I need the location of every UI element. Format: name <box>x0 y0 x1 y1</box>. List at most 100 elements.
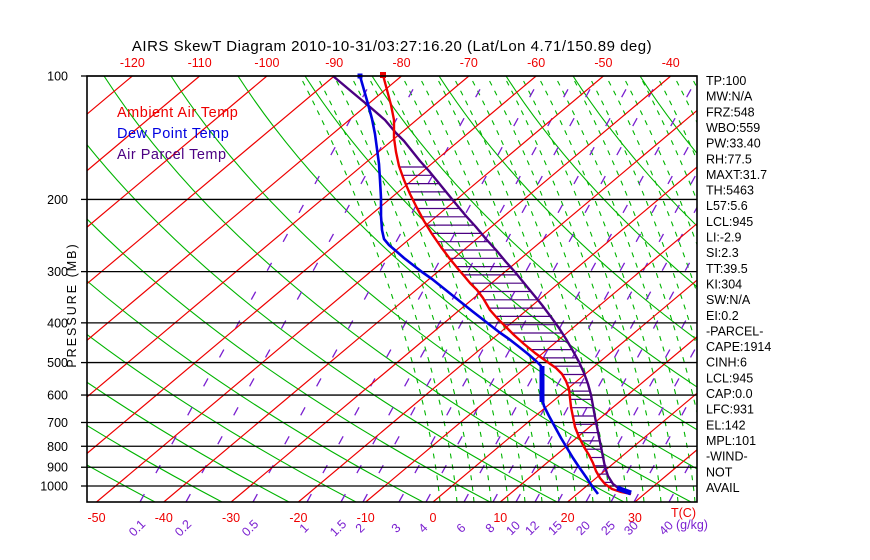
pressure-tick-label: 600 <box>47 389 68 403</box>
moist-adiabat-line <box>333 76 475 502</box>
moist-adiabat-line <box>605 76 697 295</box>
moist-adiabat-line <box>435 76 577 502</box>
isotherm-line <box>87 76 537 455</box>
bottom-temp-label: 30 <box>628 511 642 525</box>
pressure-tick-label: 400 <box>47 316 68 330</box>
moist-adiabat-line <box>367 76 509 502</box>
isotherm-line <box>499 335 697 502</box>
moist-adiabat-line <box>656 76 697 162</box>
isotherm-line <box>163 76 672 502</box>
mixing-ratio-line <box>252 76 488 502</box>
bottom-temp-label: 20 <box>561 511 575 525</box>
top-temp-label: -40 <box>662 56 680 70</box>
moist-adiabat-line <box>452 76 594 502</box>
chart-title: AIRS SkewT Diagram 2010-10-31/03:27:16.2… <box>132 38 652 55</box>
mixing-ratio-label: 0.2 <box>172 517 194 539</box>
pressure-tick-label: 900 <box>47 461 68 475</box>
stat-value-maxt: MAXT:31.7 <box>706 168 767 182</box>
stat-value-frz: FRZ:548 <box>706 105 755 119</box>
isotherm-line <box>87 76 402 342</box>
top-temp-label: -80 <box>393 56 411 70</box>
moist-adiabat-line <box>639 76 697 202</box>
surface-dewpoint-segment <box>616 485 632 496</box>
cape-hatching <box>400 166 611 483</box>
isotherm-line <box>87 76 268 228</box>
top-temp-label: -120 <box>120 56 145 70</box>
plot-frame <box>86 75 698 503</box>
pressure-axis-label: PRESSURE (MB) <box>65 242 79 367</box>
moist-adiabat-line <box>520 76 662 502</box>
isotherm-line <box>365 222 697 502</box>
stat-value-pw: PW:33.40 <box>706 137 761 151</box>
bottom-temp-label: 0 <box>430 511 437 525</box>
pressure-tick-label: 800 <box>47 440 68 454</box>
top-temp-label: -50 <box>594 56 612 70</box>
stat-value-l57: L57:5.6 <box>706 199 748 213</box>
pressure-tick-label: 1000 <box>40 480 68 494</box>
dewpoint-temp-curve <box>358 75 600 495</box>
mixing-ratio-label: 0.5 <box>239 517 261 539</box>
isotherm-line <box>87 76 201 172</box>
isotherm-line <box>230 109 697 502</box>
bottom-temp-label: -50 <box>87 511 105 525</box>
mixing-ratio-label: 40 <box>656 518 676 538</box>
mixing-ratio-label: 25 <box>598 518 618 538</box>
stat-value-mpl: MPL:101 <box>706 434 756 448</box>
stat-value-sw: SW:N/A <box>706 293 751 307</box>
pressure-tick-label: 100 <box>47 70 68 84</box>
isotherm-line <box>96 76 604 502</box>
moist-adiabat-line <box>759 76 870 502</box>
moist-adiabat-line <box>401 76 543 502</box>
moist-adiabat-line <box>316 76 458 502</box>
stat-value-wbo: WBO:559 <box>706 121 760 135</box>
mixing-ratio-line <box>306 76 542 502</box>
top-temp-label: -60 <box>527 56 545 70</box>
moist-adiabat-line <box>588 76 697 350</box>
moist-adiabat-line <box>571 76 697 415</box>
stat-value-not: NOT <box>706 465 733 479</box>
temp-axis-label: T(C) <box>671 506 696 520</box>
stat-value-tt: TT:39.5 <box>706 262 748 276</box>
pressure-tick-label: 300 <box>47 265 68 279</box>
isotherm-line <box>87 76 470 398</box>
moist-adiabat-line <box>384 76 526 502</box>
moist-adiabat-line <box>503 76 645 502</box>
top-temp-label: -110 <box>188 56 212 70</box>
moist-adiabat-line <box>486 76 628 502</box>
top-temp-label: -70 <box>460 56 478 70</box>
mixing-ratio-label: 6 <box>454 521 469 536</box>
parcel-temp-curve <box>332 75 632 496</box>
bottom-temp-label: 10 <box>493 511 507 525</box>
stat-value-el: EL:142 <box>706 418 746 432</box>
mixing-ratio-label: 4 <box>416 521 431 536</box>
dry-adiabat-line <box>304 76 697 431</box>
mixing-ratio-label: 12 <box>522 518 542 538</box>
moist-adiabat-line <box>469 76 611 502</box>
isotherm-line <box>298 166 697 502</box>
bottom-temp-label: -20 <box>289 511 307 525</box>
legend-air-parcel-temp: Air Parcel Temp <box>117 147 227 163</box>
stat-value-mw: MW:N/A <box>706 90 753 104</box>
mixing-ratio-label: 20 <box>573 518 593 538</box>
isotherm-line <box>432 279 697 502</box>
moist-adiabat-line <box>350 76 492 502</box>
mixing-ratio-label: 0.1 <box>126 517 148 539</box>
dry-adiabat-line <box>438 76 697 341</box>
moist-adiabat-line <box>742 76 870 502</box>
moist-adiabat-line <box>622 76 697 247</box>
stat-value-lfc: LFC:931 <box>706 403 754 417</box>
stat-value-ki: KI:304 <box>706 277 742 291</box>
bottom-temp-label: -40 <box>155 511 173 525</box>
mixing-axis-label: (g/kg) <box>676 518 708 532</box>
bottom-temp-label: -30 <box>222 511 240 525</box>
stat-value-si: SI:2.3 <box>706 246 739 260</box>
stat-value-li: LI:-2.9 <box>706 231 741 245</box>
top-temp-label: -90 <box>325 56 343 70</box>
mixing-ratio-label: 3 <box>389 521 404 536</box>
stat-value-rh: RH:77.5 <box>706 152 752 166</box>
legend-ambient-air-temp: Ambient Air Temp <box>117 105 238 121</box>
stat-value-wind: -WIND- <box>706 450 748 464</box>
